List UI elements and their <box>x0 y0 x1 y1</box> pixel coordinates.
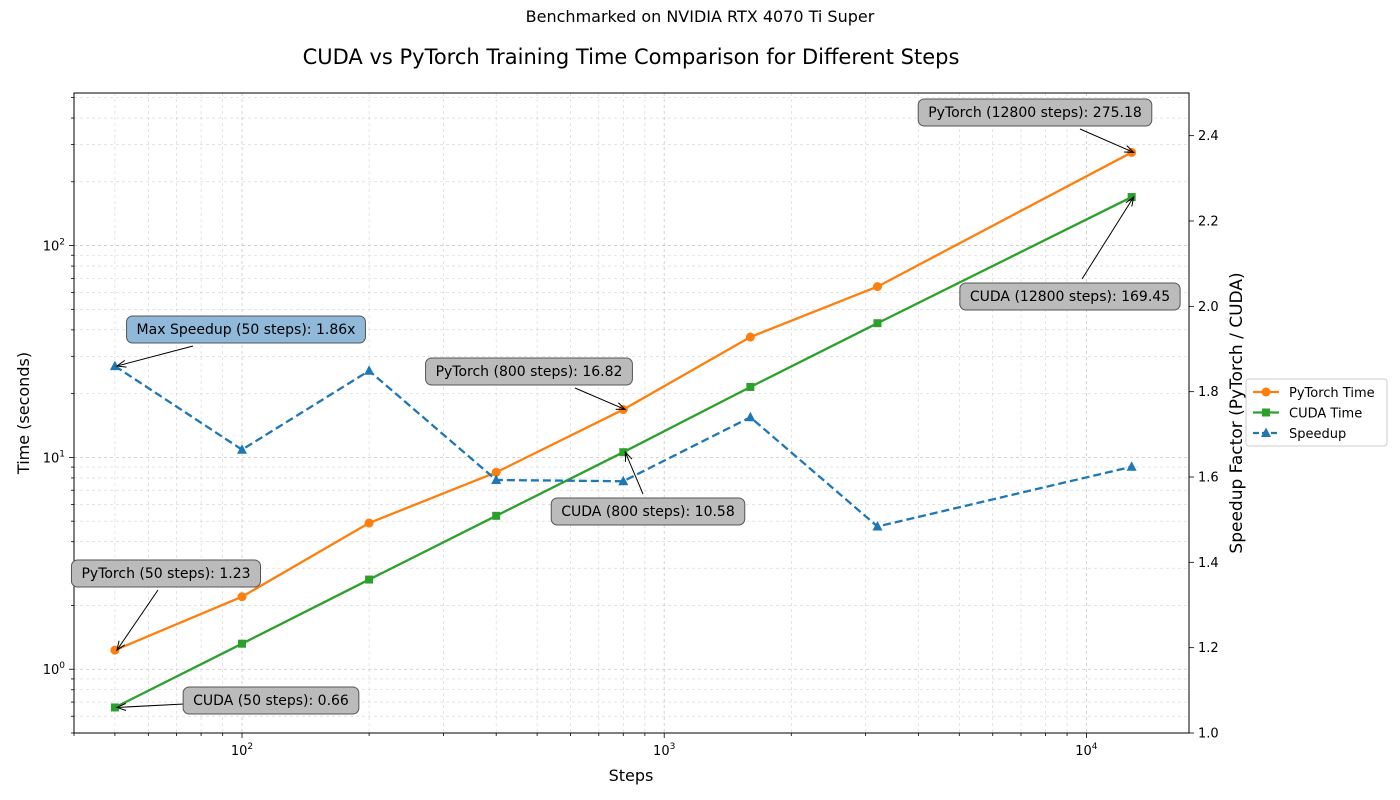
annotation-box <box>126 315 366 344</box>
y-right-tick-label: 1.0 <box>1198 727 1219 742</box>
legend-marker-pytorch-time <box>1261 387 1271 397</box>
y-axis-label-right: Speedup Factor (PyTorch / CUDA) <box>1227 272 1247 553</box>
annotation: PyTorch (800 steps): 16.82 <box>425 357 633 411</box>
annotation: CUDA (12800 steps): 169.45 <box>959 195 1181 311</box>
y-right-tick-label: 1.8 <box>1198 385 1219 400</box>
y-axis-label-left: Time (seconds) <box>14 352 33 475</box>
x-axis-label: Steps <box>609 766 654 785</box>
annotation-arrow <box>1079 128 1134 153</box>
pytorch-time-line <box>114 151 1133 652</box>
annotation: CUDA (50 steps): 0.66 <box>115 686 360 715</box>
annotation-arrow <box>624 452 644 495</box>
annotation-box <box>70 559 262 588</box>
annotation-box <box>182 686 360 715</box>
pytorch-time-marker <box>237 592 247 602</box>
speedup-marker <box>1126 461 1137 471</box>
legend-marker-speedup <box>1261 427 1271 437</box>
legend-box <box>1245 378 1388 447</box>
legend-label-speedup: Speedup <box>1289 427 1346 442</box>
cuda-time-line <box>114 196 1133 709</box>
pytorch-time-marker <box>745 332 755 342</box>
annotation-arrow <box>1081 196 1135 280</box>
pytorch-time-marker <box>872 282 882 292</box>
annotation-arrow <box>116 703 185 708</box>
annotation-label: CUDA (12800 steps): 169.45 <box>970 289 1170 305</box>
annotation: PyTorch (12800 steps): 275.18 <box>917 98 1153 153</box>
annotation: Max Speedup (50 steps): 1.86x <box>115 315 366 368</box>
y-right-tick-label: 2.4 <box>1198 129 1219 144</box>
annotation-box <box>550 497 746 526</box>
x-tick-label: 102 <box>231 742 253 759</box>
annotation-box <box>959 282 1181 311</box>
annotation-arrowhead <box>624 450 633 462</box>
annotation-box <box>917 98 1153 127</box>
annotation-label: PyTorch (800 steps): 16.82 <box>436 364 623 380</box>
cuda-time-marker <box>110 703 119 712</box>
legend-marker-cuda-time <box>1262 408 1270 417</box>
cuda-time-marker <box>1127 193 1136 202</box>
x-tick-label: 103 <box>653 742 675 759</box>
cuda-time-marker <box>746 382 755 391</box>
speedup-marker <box>109 360 120 371</box>
y-left-tick-label: 102 <box>43 238 65 255</box>
x-tick-label: 104 <box>1075 742 1098 759</box>
legend: PyTorch Time CUDA Time Speedup <box>1245 378 1388 447</box>
speedup-marker <box>618 475 629 486</box>
y-left-tick-label: 101 <box>43 449 65 466</box>
annotations: Max Speedup (50 steps): 1.86x PyTorch (80… <box>70 98 1181 715</box>
annotation-arrow <box>574 387 626 411</box>
speedup-marker <box>872 520 883 531</box>
speedup-line <box>114 365 1132 528</box>
speedup-marker <box>237 444 248 454</box>
legend-label-cuda-time: CUDA Time <box>1289 407 1362 422</box>
legend-label-pytorch-time: PyTorch Time <box>1289 386 1375 401</box>
speedup-marker <box>745 411 756 422</box>
annotation-arrowhead <box>116 640 126 652</box>
annotation-arrow <box>116 589 159 651</box>
cuda-time-marker <box>238 639 247 648</box>
y-right-tick-label: 1.2 <box>1198 641 1219 656</box>
annotation-label: PyTorch (12800 steps): 275.18 <box>928 105 1142 121</box>
annotation-label: PyTorch (50 steps): 1.23 <box>81 566 250 582</box>
series-lines <box>114 151 1133 709</box>
annotation: PyTorch (50 steps): 1.23 <box>70 559 262 652</box>
annotation-label: Max Speedup (50 steps): 1.86x <box>137 322 356 338</box>
annotation-label: CUDA (800 steps): 10.58 <box>561 504 735 520</box>
annotation-box <box>425 357 633 386</box>
pytorch-time-marker <box>491 467 501 477</box>
annotation-arrowhead <box>1123 145 1135 153</box>
speedup-marker <box>491 474 502 484</box>
y-left-tick-label: 100 <box>43 661 66 678</box>
annotation-arrowhead <box>615 402 627 411</box>
annotation-arrowhead <box>115 359 127 368</box>
grid <box>73 93 1189 734</box>
y-right-tick-label: 2.2 <box>1198 215 1219 230</box>
y-right-tick-label: 2.0 <box>1198 300 1219 315</box>
annotation: CUDA (800 steps): 10.58 <box>550 450 746 526</box>
cuda-time-marker <box>619 448 628 457</box>
speedup-marker <box>364 365 375 375</box>
y-right-tick-label: 1.6 <box>1198 471 1219 486</box>
chart-suptitle: Benchmarked on NVIDIA RTX 4070 Ti Super <box>526 7 875 26</box>
pytorch-time-marker <box>364 518 374 528</box>
y-right-tick-label: 1.4 <box>1198 556 1219 571</box>
cuda-time-marker <box>492 511 501 520</box>
annotation-arrow <box>116 345 194 367</box>
annotation-arrowhead <box>1125 195 1135 207</box>
annotation-label: CUDA (50 steps): 0.66 <box>193 693 349 709</box>
annotation-arrowhead <box>115 703 127 711</box>
axis-ticks: 102 103 104 100 101 102 1.0 1.2 1.4 1.6 1.8 2.0 2.2 2… <box>43 97 1219 759</box>
chart-title: CUDA vs PyTorch Training Time Comparison… <box>303 45 960 69</box>
plot-frame <box>73 92 1190 734</box>
cuda-time-marker <box>873 319 882 328</box>
cuda-time-marker <box>365 575 374 584</box>
